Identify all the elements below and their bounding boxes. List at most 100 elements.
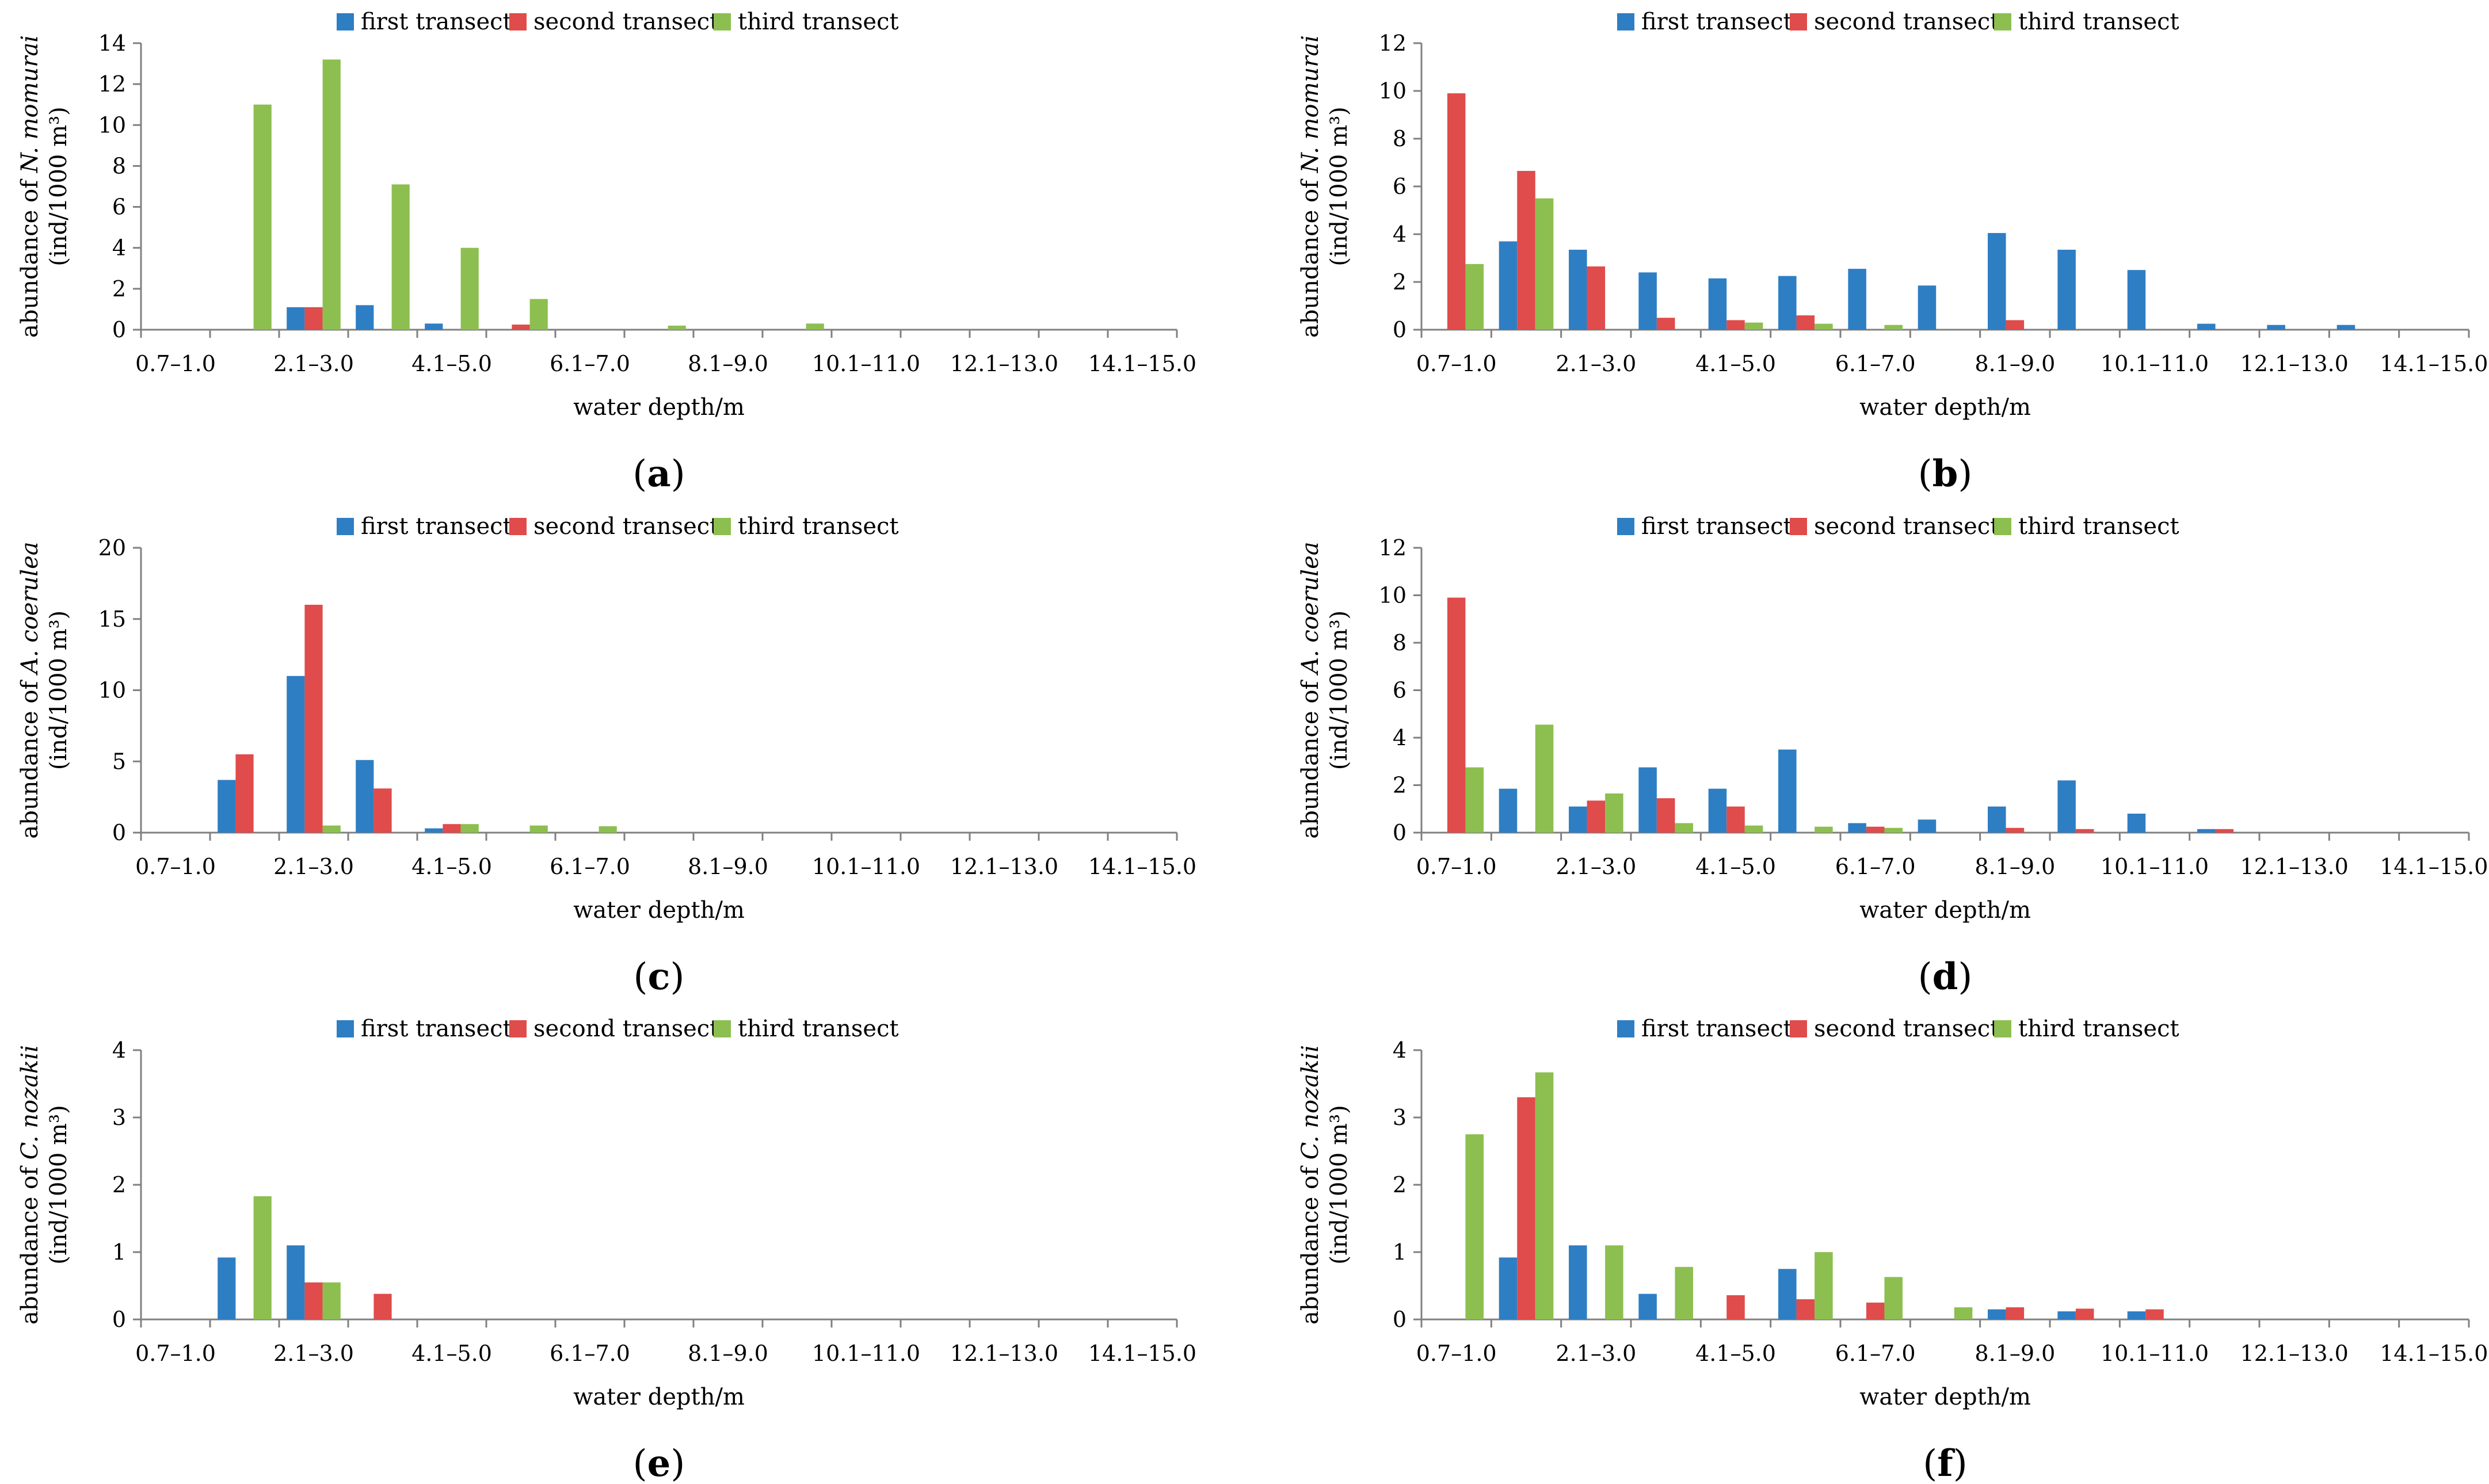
y-axis-unit: (ind/1000 m³) [45,611,72,770]
bar-first-transect [1778,1269,1797,1319]
bar-third-transect [253,104,272,330]
y-axis-title-species: N. momurai [17,35,43,173]
legend-swatch-third [714,518,731,535]
legend-label-third: third transect [738,9,899,35]
legend-label-second: second transect [533,9,719,35]
bar-second-transect [1726,806,1745,833]
x-tick-label: 14.1–15.0 [1088,351,1196,376]
bar-second-transect [1447,93,1466,330]
panel-label-letter: b [1932,452,1958,495]
x-tick-label: 0.7–1.0 [1416,854,1497,879]
y-tick-label: 4 [112,1037,126,1063]
y-tick-label: 12 [98,71,126,97]
chart-panel-a: 0 2 4 6 8 10 12 14 0.7–1.0 2.1–3.0 4.1–5.0 6.1–7.0 8… [17,9,1196,495]
bar-first-transect [218,780,236,833]
y-axis-unit: (ind/1000 m³) [1326,106,1352,266]
x-tick-label: 8.1–9.0 [1975,854,2055,879]
y-tick-label: 8 [1393,126,1407,151]
legend: first transect second transect third trans… [337,1016,899,1042]
y-tick-label: 6 [112,194,126,220]
bar-first-transect [2057,1311,2076,1319]
x-tick-label: 14.1–15.0 [1088,854,1196,879]
bar-first-transect [1778,749,1797,833]
bar-second-transect [304,307,323,330]
legend-swatch-second [509,518,527,535]
bar-third-transect [460,824,479,833]
legend-label-second: second transect [1814,513,1999,540]
bar-second-transect [1587,800,1606,833]
legend: first transect second transect third trans… [1617,513,2179,540]
bar-second-transect [2006,320,2025,330]
x-tick-label: 14.1–15.0 [1088,1341,1196,1366]
bar-first-transect [287,307,305,330]
bar-third-transect [1884,325,1903,330]
y-tick-label: 1 [112,1239,126,1265]
y-axis-title-prefix: abundance of [17,173,43,338]
bar-first-transect [2336,325,2355,330]
legend-swatch-first [337,518,354,535]
bar-first-transect [2057,780,2076,833]
y-axis-title: abundance of N. momurai [1297,35,1324,338]
bar-first-transect [1988,1309,2006,1319]
bar-first-transect [1708,788,1727,833]
y-tick-label: 0 [112,1307,126,1332]
legend-swatch-third [1994,13,2011,30]
y-tick-label: 0 [112,820,126,845]
y-axis-unit: (ind/1000 m³) [1326,611,1352,770]
chart-panel-d: 0 2 4 6 8 10 12 0.7–1.0 2.1–3.0 4.1–5.0 6.1–7.0 8.1… [1297,513,2488,998]
panel-label-close: ) [670,956,684,998]
x-tick-label: 10.1–11.0 [812,1341,920,1366]
panel-label-letter: a [647,452,670,495]
bar-third-transect [1605,1245,1623,1319]
panel-label-letter: e [647,1442,671,1484]
x-tick-label: 12.1–13.0 [950,854,1058,879]
panel-label: (c) [634,955,685,998]
y-tick-label: 20 [98,535,126,560]
legend-label-third: third transect [2018,513,2179,540]
y-tick-label: 4 [1393,222,1407,247]
y-tick-label: 2 [112,276,126,302]
x-tick-label: 0.7–1.0 [135,351,216,376]
legend-label-third: third transect [738,513,899,540]
legend: first transect second transect third trans… [1617,1016,2179,1042]
bar-first-transect [1499,788,1518,833]
bar-second-transect [512,325,530,330]
legend-swatch-second [509,13,527,30]
panel-label-open: ( [633,1443,647,1484]
bar-third-transect [1744,825,1763,833]
bar-second-transect [2075,829,2094,833]
y-tick-label: 10 [1379,78,1407,104]
bar-second-transect [2215,829,2234,833]
bar-third-transect [460,247,479,330]
panel-label-close: ) [671,453,685,495]
x-tick-label: 12.1–13.0 [950,1341,1058,1366]
y-tick-label: 2 [112,1172,126,1197]
bar-third-transect [1744,322,1763,330]
bar-third-transect [529,299,548,330]
y-tick-label: 8 [1393,630,1407,655]
bar-first-transect [2197,829,2216,833]
bar-first-transect [287,1245,305,1319]
panel-label: (d) [1918,955,1973,998]
y-axis-title-species: C. nozakii [1297,1045,1324,1159]
bar-first-transect [1848,269,1866,330]
bar-first-transect [1499,241,1518,330]
bar-second-transect [1447,597,1466,833]
legend-swatch-third [1994,518,2011,535]
legend-label-second: second transect [533,1016,719,1042]
x-tick-label: 14.1–15.0 [2380,351,2488,376]
chart-panel-e: 0 1 2 3 4 0.7–1.0 2.1–3.0 4.1–5.0 6.1–7.0 8.1–9.0… [17,1016,1196,1484]
x-tick-label: 12.1–13.0 [2240,854,2349,879]
bar-second-transect [2006,827,2025,833]
x-tick-label: 0.7–1.0 [1416,351,1497,376]
legend-label-third: third transect [2018,1016,2179,1042]
y-tick-label: 6 [1393,678,1407,703]
panel-label-letter: f [1937,1442,1955,1484]
legend-label-first: first transect [1641,9,1793,35]
x-tick-label: 8.1–9.0 [688,1341,768,1366]
x-axis-title: water depth/m [1859,897,2031,924]
y-tick-label: 3 [112,1105,126,1130]
y-tick-label: 12 [1379,30,1407,56]
x-tick-label: 0.7–1.0 [135,1341,216,1366]
x-tick-label: 6.1–7.0 [550,854,630,879]
